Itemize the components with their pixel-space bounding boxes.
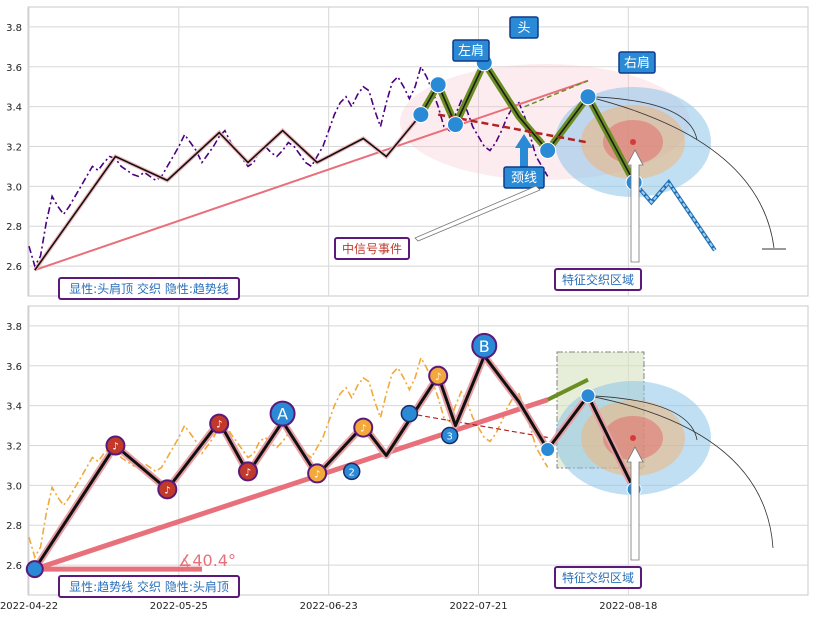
- bottom-orange-marker-1: [353, 417, 374, 438]
- tag-left-shoulder: 左肩: [452, 39, 490, 62]
- axis-ticks: 2.6 2.8 3.0 3.2 3.4 3.6 3.8 2.6 2.8 3.0 3.2 3.4 3.6 3…: [0, 23, 657, 612]
- bottom-marker-A-label: A: [277, 405, 288, 424]
- top-series-layers: [28, 54, 786, 272]
- bottom-ytick-label-3: 3.2: [6, 442, 22, 453]
- bottom-ytick-label-6: 3.8: [6, 322, 22, 333]
- top-neck-extension: [524, 80, 589, 108]
- top-zone-pointer: [626, 149, 644, 263]
- tag-neckline: 颈线: [503, 134, 545, 189]
- bottom-red-marker-2: [209, 413, 230, 434]
- top-ytick-label-1: 2.8: [6, 222, 22, 233]
- bottom-red-marker-note-1: ♪: [164, 485, 170, 496]
- signal-event-pointer: [414, 185, 541, 242]
- neckline-arrow: [515, 134, 533, 168]
- top-marker-1: [429, 76, 447, 94]
- bottom-small-marker-2: [440, 426, 459, 445]
- bottom-small-marker-label-2: 3: [447, 432, 453, 443]
- bottom-red-marker-0: [105, 435, 126, 456]
- tag-head-text: 头: [517, 21, 530, 36]
- top-ytick-label-0: 2.6: [6, 262, 22, 273]
- top-ytick-label-4: 3.4: [6, 103, 22, 114]
- bottom-small-marker-1: [342, 462, 361, 481]
- top-neckline: [437, 113, 589, 144]
- bottom-xtick-label-1: 2022-05-25: [150, 601, 208, 612]
- bottom-marker-A: [269, 400, 296, 427]
- tag-right-shoulder-text: 右肩: [624, 55, 650, 71]
- bottom-xtick-label-2: 2022-06-23: [300, 601, 358, 612]
- top-marker-2: [446, 116, 464, 134]
- box-bottom-feature-zone: 特征交织区域: [554, 566, 642, 589]
- bottom-ytick-label-5: 3.6: [6, 362, 22, 373]
- bottom-red-marker-1: [157, 479, 178, 500]
- tag-head: 头: [509, 16, 539, 39]
- bottom-ytick-label-4: 3.4: [6, 402, 22, 413]
- bottom-start-marker: [25, 560, 44, 579]
- top-marker-5: [579, 88, 597, 106]
- bottom-projection-arc: [587, 395, 774, 549]
- bottom-xtick-label-3: 2022-07-21: [449, 601, 507, 612]
- bottom-olive-segment: [546, 377, 589, 402]
- bottom-marker-B: [471, 332, 498, 359]
- bottom-xtick-label-4: 2022-08-18: [599, 601, 657, 612]
- bottom-small-marker-0: [400, 404, 419, 423]
- top-marker-0: [412, 106, 430, 124]
- bottom-small-marker-label-1: 2: [349, 467, 355, 478]
- bottom-red-marker-note-3: ♪: [245, 467, 251, 478]
- box-top-feature-zone-text: 特征交织区域: [562, 272, 634, 287]
- bottom-neckline: [409, 413, 548, 439]
- bottom-orange-marker-note-0: ♪: [314, 469, 320, 480]
- box-bottom-legend-text: 显性:趋势线 交织 隐性:头肩顶: [69, 579, 229, 594]
- top-ytick-label-3: 3.2: [6, 143, 22, 154]
- tag-right-shoulder: 右肩: [618, 51, 656, 74]
- tag-neckline-text: 颈线: [511, 171, 537, 186]
- box-top-legend-text: 显性:头肩顶 交织 隐性:趋势线: [69, 281, 229, 296]
- top-forecast-segment: [633, 180, 716, 251]
- bottom-series-layers: ♪ ♪ ♪ ♪ ♪ ♪ ♪ 2 3 A B: [25, 332, 774, 579]
- tag-left-shoulder-text: 左肩: [458, 43, 484, 59]
- bottom-ytick-label-2: 3.0: [6, 481, 22, 492]
- bottom-marker-B-label: B: [479, 337, 490, 356]
- angle-label: ∡40.4°: [178, 551, 236, 570]
- bottom-orange-marker-note-2: ♪: [435, 372, 441, 383]
- box-signal-event-text: 中信号事件: [342, 241, 402, 256]
- box-top-feature-zone: 特征交织区域: [554, 268, 642, 291]
- bottom-xtick-label-0: 2022-04-22: [0, 601, 58, 612]
- bottom-ytick-label-0: 2.6: [6, 561, 22, 572]
- bottom-ytick-label-1: 2.8: [6, 521, 22, 532]
- bottom-red-marker-3: [237, 461, 258, 482]
- box-top-legend: 显性:头肩顶 交织 隐性:趋势线: [58, 277, 240, 300]
- top-ytick-label-2: 3.0: [6, 182, 22, 193]
- top-projection-arc: [587, 96, 775, 249]
- bottom-blue-dot-0: [540, 442, 556, 458]
- top-trendline: [34, 79, 589, 272]
- top-zone-center-dot: [630, 139, 636, 145]
- box-signal-event: 中信号事件: [334, 237, 410, 260]
- box-bottom-feature-zone-text: 特征交织区域: [562, 570, 634, 585]
- bottom-red-marker-note-0: ♪: [112, 442, 118, 453]
- bottom-projection-arc-short: [587, 395, 698, 441]
- box-bottom-legend: 显性:趋势线 交织 隐性:头肩顶: [58, 575, 240, 598]
- top-ytick-label-6: 3.8: [6, 23, 22, 34]
- bottom-zone-center-dot: [630, 435, 636, 441]
- top-ytick-label-5: 3.6: [6, 63, 22, 74]
- bottom-orange-marker-2: [428, 365, 449, 386]
- bottom-trendline: [34, 397, 549, 572]
- bottom-zigzag: [33, 354, 636, 570]
- bottom-orange-marker-note-1: ♪: [360, 424, 366, 435]
- bottom-blue-dot-1: [580, 388, 596, 404]
- bottom-orange-marker-0: [307, 463, 328, 484]
- bottom-zone-pointer: [626, 446, 644, 561]
- top-projection-arc-short: [587, 96, 698, 141]
- top-marker-4: [539, 142, 557, 160]
- bottom-red-marker-note-2: ♪: [216, 420, 222, 431]
